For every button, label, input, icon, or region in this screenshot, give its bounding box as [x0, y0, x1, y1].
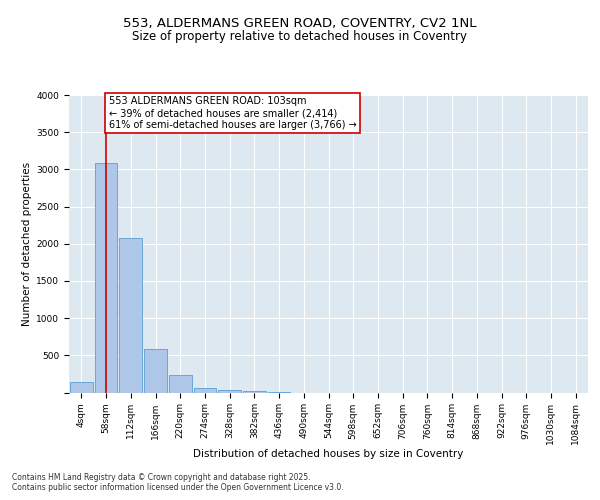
Bar	[218, 390, 241, 392]
Y-axis label: Number of detached properties: Number of detached properties	[22, 162, 32, 326]
Bar	[243, 390, 266, 392]
Bar	[169, 376, 191, 392]
Bar	[95, 164, 118, 392]
Bar	[194, 388, 216, 392]
Bar	[144, 350, 167, 393]
X-axis label: Distribution of detached houses by size in Coventry: Distribution of detached houses by size …	[193, 448, 464, 458]
Text: 553, ALDERMANS GREEN ROAD, COVENTRY, CV2 1NL: 553, ALDERMANS GREEN ROAD, COVENTRY, CV2…	[123, 18, 477, 30]
Text: 553 ALDERMANS GREEN ROAD: 103sqm
← 39% of detached houses are smaller (2,414)
61: 553 ALDERMANS GREEN ROAD: 103sqm ← 39% o…	[109, 96, 356, 130]
Bar	[119, 238, 142, 392]
Text: Contains HM Land Registry data © Crown copyright and database right 2025.
Contai: Contains HM Land Registry data © Crown c…	[12, 473, 344, 492]
Bar	[70, 382, 93, 392]
Text: Size of property relative to detached houses in Coventry: Size of property relative to detached ho…	[133, 30, 467, 43]
